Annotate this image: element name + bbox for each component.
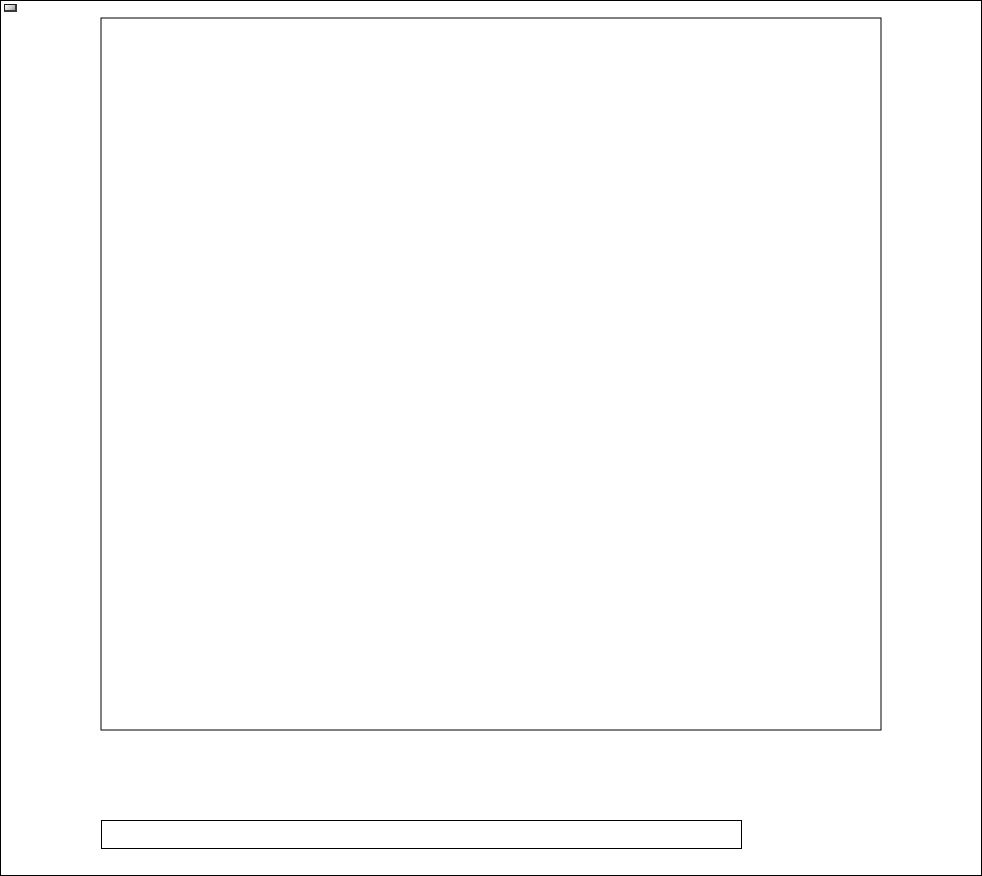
- legend: [101, 820, 742, 849]
- filter-info-box[interactable]: [4, 4, 17, 12]
- plot-area[interactable]: [100, 17, 882, 731]
